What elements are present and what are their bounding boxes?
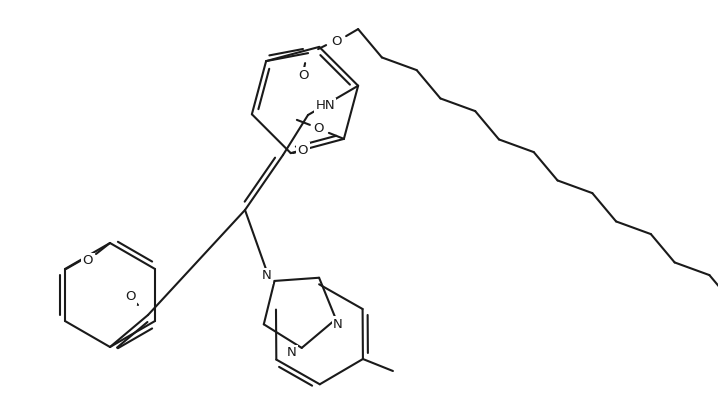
Text: N: N: [261, 269, 271, 282]
Text: O: O: [298, 69, 308, 82]
Text: O: O: [298, 144, 308, 156]
Text: O: O: [314, 122, 324, 135]
Text: O: O: [331, 35, 341, 47]
Text: N: N: [333, 318, 342, 331]
Text: N: N: [287, 346, 297, 359]
Text: HN: HN: [315, 99, 335, 112]
Text: O: O: [83, 255, 93, 267]
Text: O: O: [125, 290, 135, 304]
